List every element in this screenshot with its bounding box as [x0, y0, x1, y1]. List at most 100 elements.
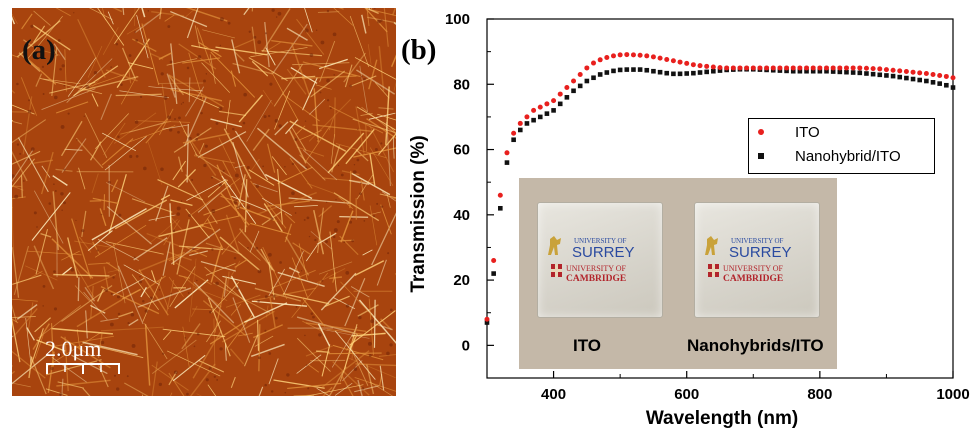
- x-tick-label: 800: [807, 386, 832, 403]
- caption-nanohybrids: Nanohybrids/ITO: [687, 336, 824, 355]
- nanohybrid-point: [937, 81, 942, 86]
- inset-photo: UNIVERSITY OF SURREY UNIVERSITY OF CAMBR…: [519, 178, 837, 369]
- nanohybrid-point: [651, 68, 656, 74]
- ito-point: [830, 65, 836, 71]
- nanohybrid-point: [924, 78, 929, 84]
- ito-point: [704, 63, 710, 69]
- nanohybrid-point: [857, 70, 863, 76]
- x-tick-label: 400: [541, 386, 566, 403]
- nanohybrid-point: [944, 82, 949, 88]
- y-tick-label: 60: [453, 142, 470, 159]
- ito-point: [497, 192, 503, 198]
- nanohybrid-point: [637, 67, 643, 72]
- logo-text-lower-big: CAMBRIDGE: [566, 274, 626, 284]
- nanohybrid-point: [804, 68, 809, 74]
- ito-point: [591, 60, 597, 66]
- nanohybrid-point: [577, 83, 583, 89]
- ito-point: [817, 65, 823, 71]
- ito-point: [824, 65, 830, 71]
- ito-point: [883, 67, 889, 73]
- panel-b-label: (b): [401, 34, 437, 66]
- ito-point: [890, 67, 896, 73]
- ito-point: [610, 53, 616, 59]
- x-tick-label: 1000: [936, 386, 969, 403]
- nanohybrid-point: [777, 68, 783, 73]
- ito-point: [857, 65, 863, 71]
- ito-point: [657, 55, 663, 61]
- ito-point: [770, 65, 776, 71]
- ito-point: [650, 54, 656, 60]
- ito-slide: UNIVERSITY OF SURREY UNIVERSITY OF CAMBR…: [537, 202, 663, 318]
- nanohybrid-point: [897, 74, 903, 80]
- nanohybrid-point: [604, 70, 610, 75]
- nanohybrid-point: [711, 68, 716, 74]
- nanohybrid-point: [864, 71, 869, 76]
- ito-point: [744, 65, 750, 71]
- ito-point: [810, 65, 816, 71]
- ito-point: [710, 64, 716, 70]
- university-logos: UNIVERSITY OF SURREY UNIVERSITY OF CAMBR…: [705, 236, 792, 284]
- nanohybrid-point: [824, 68, 829, 74]
- logo-text-lower-small: UNIVERSITY OF: [566, 264, 626, 273]
- plot-frame: [486, 18, 954, 379]
- nanohybrid-point: [950, 85, 956, 90]
- ito-point: [604, 55, 610, 61]
- ito-point: [664, 56, 670, 62]
- legend-marker-nanohybrid: [758, 153, 764, 159]
- logo-text-upper-small: UNIVERSITY OF: [731, 237, 784, 245]
- y-tick-label: 40: [453, 207, 470, 224]
- ito-point: [491, 258, 497, 264]
- nanohybrid-point: [624, 67, 630, 72]
- legend-entry-ito: ITO: [749, 122, 934, 144]
- y-tick-label: 20: [453, 272, 470, 289]
- ito-point: [517, 120, 523, 126]
- y-tick-label: 100: [445, 11, 470, 28]
- logo-text-upper-big: SURREY: [729, 244, 792, 261]
- nanohybrid-point: [664, 70, 670, 76]
- ito-point: [797, 65, 803, 71]
- nanohybrid-point: [491, 271, 496, 276]
- nanohybrid-point: [484, 320, 490, 325]
- nanohybrid-point: [930, 80, 936, 85]
- ito-point: [564, 85, 570, 91]
- ito-point: [737, 65, 743, 71]
- nanohybrid-point: [697, 70, 703, 75]
- nanohybrid-point: [511, 137, 516, 143]
- ito-point: [804, 65, 810, 71]
- nanohybrid-point: [704, 69, 709, 75]
- logo-text-upper-small: UNIVERSITY OF: [574, 237, 627, 245]
- ito-point: [484, 316, 490, 322]
- ito-point: [684, 60, 690, 66]
- ito-point: [850, 65, 856, 71]
- nanohybrid-point: [797, 68, 803, 74]
- nanohybrid-point: [504, 160, 510, 165]
- nanohybrid-point: [837, 69, 843, 75]
- nanohybrid-point: [850, 70, 856, 75]
- ito-point: [524, 114, 530, 120]
- ito-point: [644, 53, 650, 59]
- ito-point: [690, 62, 696, 68]
- nanohybrid-point: [870, 71, 876, 77]
- ito-point: [617, 52, 623, 58]
- nanohybrid-point: [611, 68, 616, 74]
- nanohybrid-point: [591, 75, 596, 81]
- ito-point: [943, 73, 949, 79]
- nanohybrid-point: [617, 67, 623, 73]
- nanohybrid-point: [544, 111, 550, 116]
- nanohybrid-point: [571, 88, 576, 94]
- nanohybrid-point: [564, 95, 570, 100]
- afm-nanowires: [12, 8, 396, 396]
- ito-point: [730, 65, 736, 71]
- ito-point: [917, 70, 923, 76]
- nanohybrid-point: [557, 101, 563, 107]
- nanohybrid-point: [691, 70, 696, 76]
- afm-image: [12, 8, 396, 396]
- nanohybrid-point: [890, 73, 896, 79]
- ito-point: [724, 65, 730, 71]
- nanohybrid-point: [810, 68, 816, 74]
- ito-point: [910, 69, 916, 75]
- nanohybrid-point: [671, 71, 676, 77]
- ito-point: [597, 57, 603, 63]
- ito-point: [757, 65, 763, 71]
